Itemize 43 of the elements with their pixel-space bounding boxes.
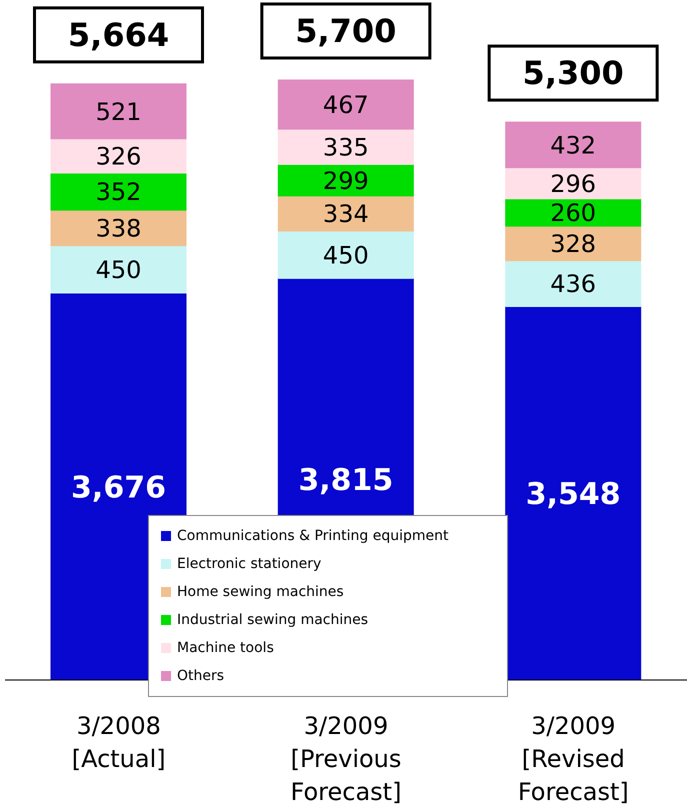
total-label: 5,700 <box>295 12 396 50</box>
bar <box>505 306 642 680</box>
data-label: 3,548 <box>526 477 621 512</box>
legend-label: Industrial sewing machines <box>177 612 368 628</box>
data-label: 328 <box>550 230 596 258</box>
bar <box>278 230 414 279</box>
data-label: 521 <box>96 98 142 126</box>
bar <box>278 80 414 130</box>
total-label: 5,300 <box>522 54 624 92</box>
data-label: 326 <box>96 142 142 171</box>
data-label: 335 <box>322 133 369 162</box>
bar <box>505 122 642 168</box>
x-tick-label: 3/2009 [Previous Forecast] <box>290 712 402 804</box>
bar <box>505 226 642 262</box>
data-label: 299 <box>322 166 369 195</box>
data-label: 3,676 <box>71 470 166 506</box>
data-label: 352 <box>96 178 142 206</box>
legend-label: Communications & Printing equipment <box>177 528 449 544</box>
bar <box>50 210 186 246</box>
legend-label: Machine tools <box>177 640 274 656</box>
bar <box>505 260 642 308</box>
bar <box>50 245 186 294</box>
legend-label: Electronic stationery <box>177 556 322 572</box>
legend-label: Others <box>177 668 224 684</box>
data-label: 432 <box>550 131 596 160</box>
bar <box>50 172 186 211</box>
data-label: 436 <box>550 270 596 298</box>
x-tick-label: 3/2009 [Revised Forecast] <box>518 712 629 804</box>
x-tick-label: 3/2008 [Actual] <box>72 712 166 773</box>
data-label: 467 <box>322 91 369 120</box>
bar <box>50 138 186 174</box>
data-label: 450 <box>322 241 369 270</box>
legend-label: Home sewing machines <box>177 584 344 600</box>
bar <box>278 128 414 165</box>
data-label: 260 <box>550 199 596 228</box>
data-label: 296 <box>550 170 596 198</box>
data-label: 3,815 <box>298 463 394 498</box>
data-label: 334 <box>322 200 369 228</box>
bar <box>278 195 414 232</box>
total-label: 5,664 <box>68 16 170 54</box>
data-label: 450 <box>96 256 142 284</box>
bar <box>50 83 186 140</box>
data-label: 338 <box>96 214 142 243</box>
